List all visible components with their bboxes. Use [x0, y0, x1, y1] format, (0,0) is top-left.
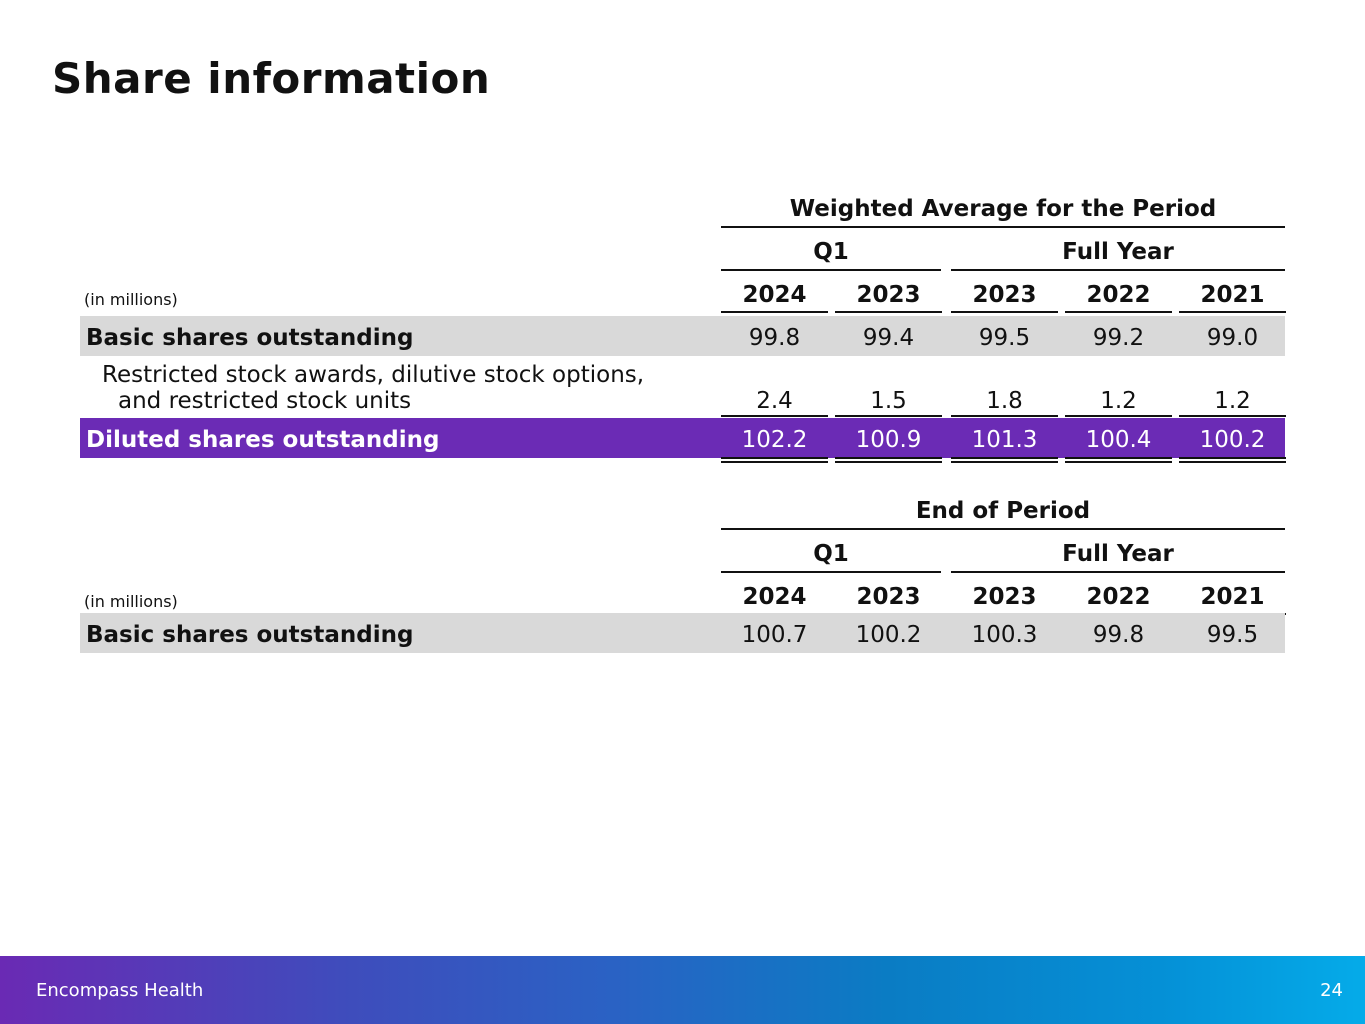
page-title: Share information — [52, 54, 491, 103]
divider — [951, 415, 1058, 417]
double-underline — [1065, 457, 1172, 459]
divider — [721, 226, 1285, 228]
value-cell: 1.8 — [986, 388, 1023, 414]
divider — [1065, 311, 1172, 313]
table-row-diluted — [80, 418, 1285, 458]
value-cell: 2.4 — [756, 388, 793, 414]
value-cell: 101.3 — [971, 427, 1038, 453]
row-label: Restricted stock awards, dilutive stock … — [102, 362, 645, 388]
group-header-full-year: Full Year — [1062, 239, 1174, 265]
footer-brand: Encompass Health — [36, 980, 204, 1001]
row-label: Diluted shares outstanding — [86, 427, 440, 453]
double-underline — [835, 457, 942, 459]
table-heading: End of Period — [915, 498, 1091, 524]
year-header: 2024 — [742, 584, 807, 610]
divider — [835, 311, 942, 313]
value-cell: 100.2 — [1199, 427, 1266, 453]
value-cell: 1.2 — [1214, 388, 1251, 414]
value-cell: 100.3 — [971, 622, 1038, 648]
value-cell: 1.2 — [1100, 388, 1137, 414]
value-cell: 99.2 — [1092, 325, 1145, 351]
row-label: and restricted stock units — [118, 388, 412, 414]
double-underline — [1065, 461, 1172, 463]
value-cell: 99.5 — [978, 325, 1031, 351]
value-cell: 99.0 — [1206, 325, 1259, 351]
group-header-q1: Q1 — [813, 239, 849, 265]
double-underline — [1179, 457, 1286, 459]
table-row-basic — [80, 316, 1285, 356]
value-cell: 99.5 — [1206, 622, 1259, 648]
value-cell: 99.8 — [1092, 622, 1145, 648]
divider — [835, 415, 942, 417]
value-cell: 100.7 — [741, 622, 808, 648]
divider — [951, 269, 1285, 271]
table-heading: Weighted Average for the Period — [789, 196, 1217, 222]
units-label: (in millions) — [84, 290, 178, 309]
double-underline — [951, 457, 1058, 459]
divider — [1179, 311, 1286, 313]
divider — [1179, 415, 1286, 417]
value-cell: 100.9 — [855, 427, 922, 453]
value-cell: 102.2 — [741, 427, 808, 453]
page-number: 24 — [1320, 980, 1343, 1001]
footer-bar: Encompass Health 24 — [0, 956, 1365, 1024]
year-header: 2021 — [1200, 282, 1265, 308]
value-cell: 100.4 — [1085, 427, 1152, 453]
table-row-basic — [80, 613, 1285, 653]
double-underline — [721, 457, 828, 459]
year-header: 2021 — [1200, 584, 1265, 610]
divider — [951, 311, 1058, 313]
units-label: (in millions) — [84, 592, 178, 611]
divider — [721, 269, 941, 271]
group-header-full-year: Full Year — [1062, 541, 1174, 567]
value-cell: 1.5 — [870, 388, 907, 414]
double-underline — [1179, 461, 1286, 463]
year-header: 2024 — [742, 282, 807, 308]
row-label: Basic shares outstanding — [86, 622, 414, 648]
divider — [721, 415, 828, 417]
year-header: 2023 — [856, 282, 921, 308]
divider — [721, 528, 1285, 530]
double-underline — [721, 461, 828, 463]
value-cell: 99.4 — [862, 325, 915, 351]
value-cell: 100.2 — [855, 622, 922, 648]
divider — [951, 571, 1285, 573]
double-underline — [835, 461, 942, 463]
year-header: 2023 — [972, 282, 1037, 308]
group-header-q1: Q1 — [813, 541, 849, 567]
year-header: 2022 — [1086, 584, 1151, 610]
value-cell: 99.8 — [748, 325, 801, 351]
divider — [721, 571, 941, 573]
row-label: Basic shares outstanding — [86, 325, 414, 351]
divider — [1065, 415, 1172, 417]
year-header: 2022 — [1086, 282, 1151, 308]
double-underline — [951, 461, 1058, 463]
divider — [721, 311, 828, 313]
year-header: 2023 — [972, 584, 1037, 610]
year-header: 2023 — [856, 584, 921, 610]
